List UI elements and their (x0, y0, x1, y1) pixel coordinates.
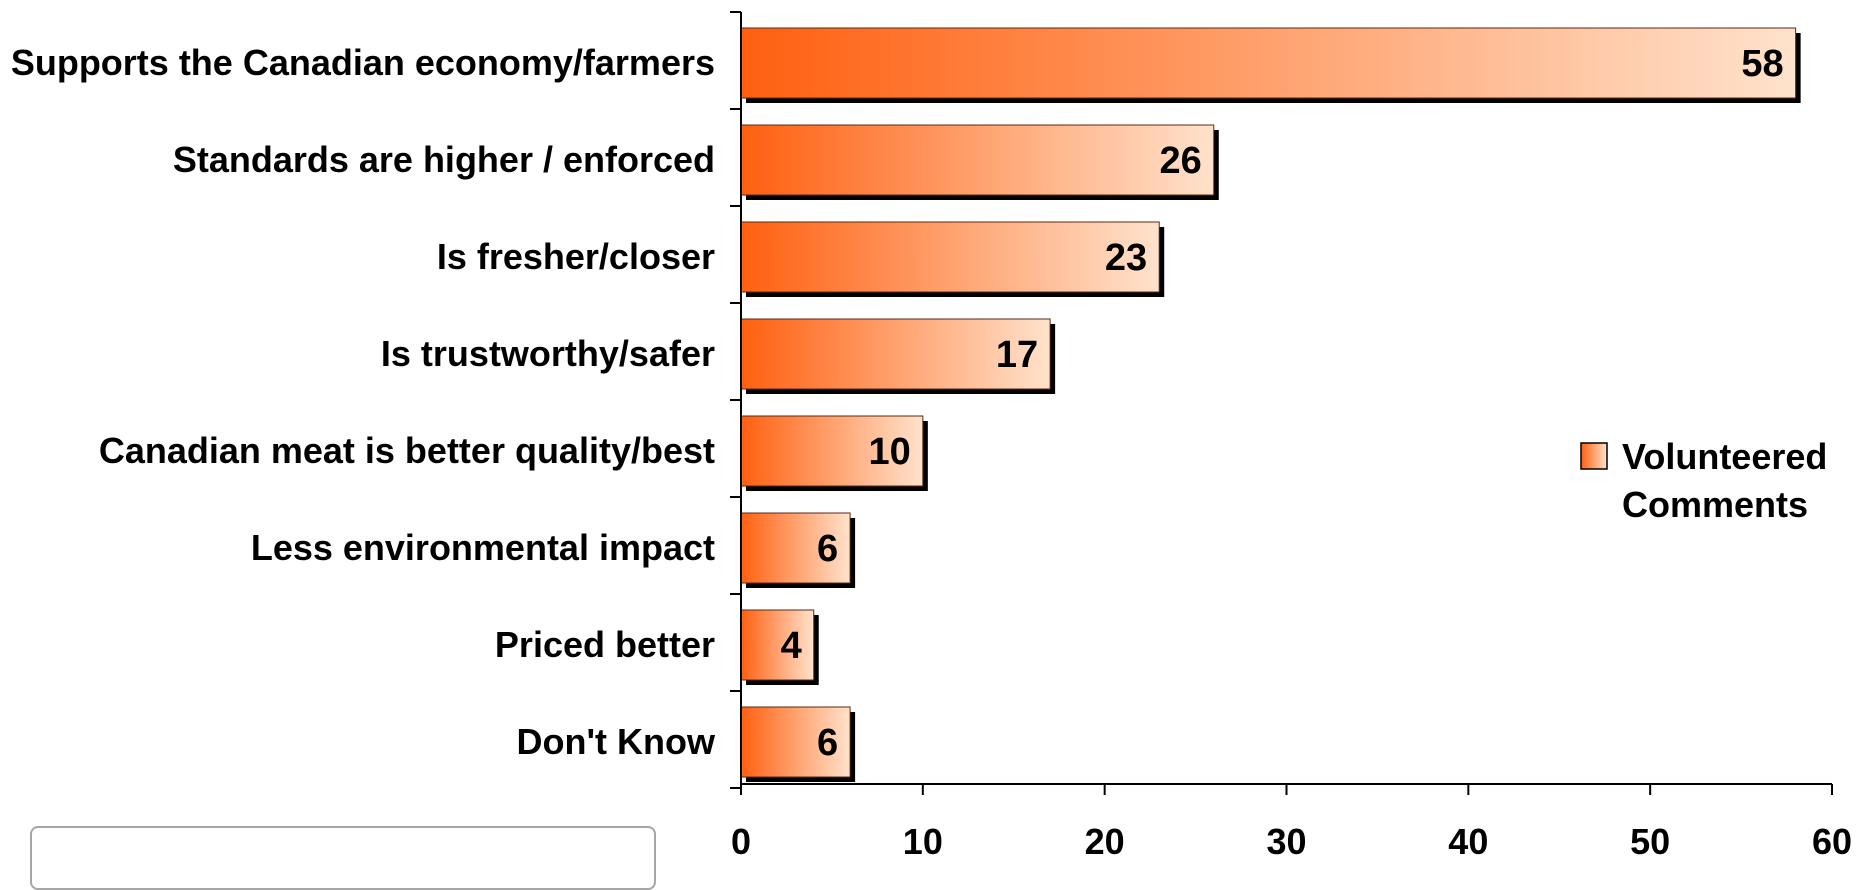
bar (740, 706, 851, 778)
bar (740, 415, 924, 487)
category-label: Standards are higher / enforced (173, 139, 715, 180)
x-tick-label: 50 (1630, 821, 1670, 857)
bar (740, 27, 1797, 99)
legend-label: Volunteered (1622, 436, 1827, 477)
category-label: Is fresher/closer (437, 236, 715, 277)
legend-swatch (1580, 442, 1608, 470)
bar (740, 318, 1051, 390)
data-label: 4 (781, 625, 802, 667)
bar (740, 609, 815, 681)
category-label: Supports the Canadian economy/farmers (11, 42, 715, 83)
bar (740, 512, 851, 584)
data-label: 6 (817, 528, 838, 570)
bar (740, 124, 1215, 196)
bar-chart: 0 10 20 30 40 50 60 Supports the Canadian econ… (11, 11, 1852, 857)
x-tick-label: 30 (1266, 821, 1306, 857)
category-label: Canadian meat is better quality/best (99, 430, 715, 471)
data-label: 23 (1105, 237, 1147, 279)
data-label: 6 (817, 722, 838, 764)
note-box (30, 826, 656, 890)
data-label: 17 (996, 334, 1038, 376)
category-label: Don't Know (516, 721, 716, 762)
category-label: Less environmental impact (251, 527, 715, 568)
x-tick-label: 0 (731, 821, 751, 857)
data-label: 58 (1741, 43, 1783, 85)
category-label: Priced better (495, 624, 715, 665)
data-label: 26 (1159, 140, 1201, 182)
x-tick-label: 20 (1085, 821, 1125, 857)
bar (740, 221, 1160, 293)
data-label: 10 (869, 431, 911, 473)
x-tick-label: 40 (1448, 821, 1488, 857)
x-tick-label: 60 (1812, 821, 1852, 857)
legend-label: Comments (1622, 484, 1808, 525)
category-label: Is trustworthy/safer (381, 333, 715, 374)
x-tick-label: 10 (903, 821, 943, 857)
chart-area: 0 10 20 30 40 50 60 Supports the Canadian econ… (11, 11, 1852, 890)
